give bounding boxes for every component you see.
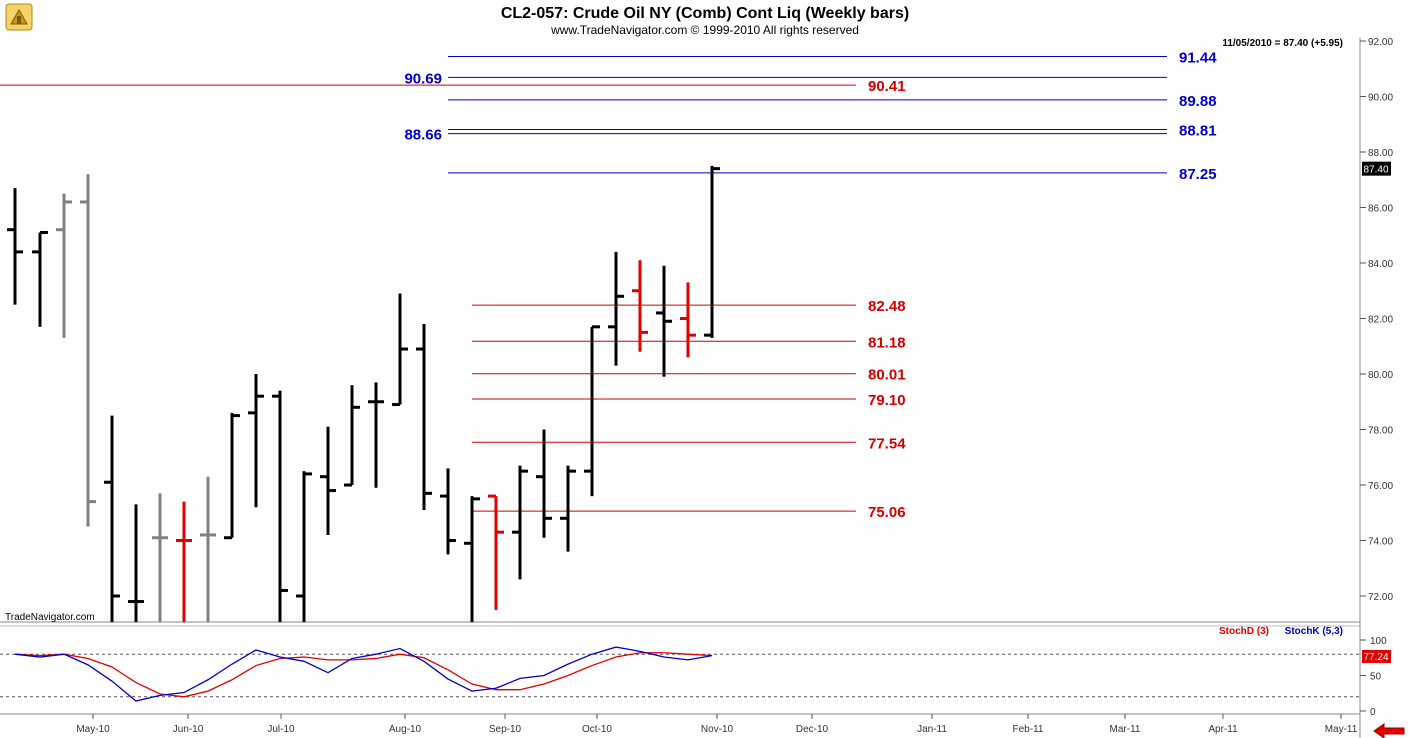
ohlc-bar xyxy=(200,476,216,622)
ohlc-bar xyxy=(608,251,624,366)
level-lines: 91.44 90.69 90.41 89.88 88.81 88.66 87.25 82.48… xyxy=(0,50,1217,521)
last-price-badge: 87.40 xyxy=(1362,161,1391,176)
trade-navigator-logo-icon[interactable] xyxy=(5,3,33,31)
ohlc-bar xyxy=(680,282,696,358)
chart-title: CL2-057: Crude Oil NY (Comb) Cont Liq (W… xyxy=(501,5,909,22)
ohlc-bar xyxy=(176,501,192,622)
stoch-tick-label: 50 xyxy=(1370,672,1382,683)
ohlc-bar xyxy=(224,412,240,540)
price-y-axis: 72.00 74.00 76.00 78.00 80.00 82.00 84.00 86.00… xyxy=(1360,37,1393,603)
x-tick-label: Oct-10 xyxy=(582,724,612,735)
level-label: 88.81 xyxy=(1179,123,1217,140)
ohlc-bar xyxy=(320,426,336,535)
ohlc-bar xyxy=(248,374,264,508)
y-tick-label: 92.00 xyxy=(1368,37,1393,48)
stoch-lines xyxy=(14,646,713,702)
level-label: 91.44 xyxy=(1179,50,1217,67)
ohlc-bar xyxy=(488,494,504,610)
x-tick-label: Mar-11 xyxy=(1110,724,1141,735)
chart-subtitle: www.TradeNavigator.com © 1999-2010 All r… xyxy=(550,23,859,37)
x-tick-label: Sep-10 xyxy=(489,724,522,735)
stoch-y-axis: 0 50 100 xyxy=(0,636,1387,718)
level-label: 88.66 xyxy=(404,127,442,144)
stoch-series-line xyxy=(14,646,713,702)
ohlc-bar xyxy=(416,324,432,510)
ohlc-bar xyxy=(632,260,648,352)
svg-text:77.24: 77.24 xyxy=(1363,652,1388,663)
last-price-info: 11/05/2010 = 87.40 (+5.95) xyxy=(1222,38,1343,49)
level-label: 79.10 xyxy=(868,392,906,409)
ohlc-bar xyxy=(344,385,360,487)
level-label: 77.54 xyxy=(868,435,906,452)
ohlc-bar xyxy=(560,465,576,552)
level-label: 90.41 xyxy=(868,78,906,95)
level-label: 75.06 xyxy=(868,504,906,521)
x-tick-label: Jul-10 xyxy=(267,724,295,735)
y-tick-label: 74.00 xyxy=(1368,537,1393,548)
ohlc-bar xyxy=(32,230,48,327)
stoch-series-line xyxy=(14,652,713,698)
y-tick-label: 80.00 xyxy=(1368,370,1393,381)
stoch-value-badge: 77.24 xyxy=(1362,650,1391,663)
stoch-tick-label: 0 xyxy=(1370,707,1376,718)
ohlc-bar xyxy=(464,496,480,622)
y-tick-label: 86.00 xyxy=(1368,204,1393,215)
ohlc-bar xyxy=(536,429,552,538)
level-label: 90.69 xyxy=(404,70,442,87)
y-tick-label: 90.00 xyxy=(1368,93,1393,104)
price-bars xyxy=(7,165,720,622)
ohlc-bar xyxy=(392,293,408,407)
watermark: TradeNavigator.com xyxy=(5,612,95,623)
ohlc-bar xyxy=(56,193,72,338)
x-tick-label: May-10 xyxy=(76,724,110,735)
price-panel xyxy=(0,38,1361,738)
level-label: 89.88 xyxy=(1179,93,1217,110)
x-tick-label: Dec-10 xyxy=(796,724,829,735)
y-tick-label: 76.00 xyxy=(1368,481,1393,492)
ohlc-bar xyxy=(512,465,528,580)
red-left-arrow-icon[interactable] xyxy=(1373,723,1405,738)
x-axis: May-10 Jun-10 Jul-10 Aug-10 Sep-10 Oct-10 Nov-… xyxy=(76,714,1358,735)
svg-text:87.40: 87.40 xyxy=(1363,165,1388,176)
ohlc-bar xyxy=(584,325,600,497)
y-tick-label: 82.00 xyxy=(1368,315,1393,326)
stoch-tick-label: 100 xyxy=(1370,636,1387,647)
y-tick-label: 88.00 xyxy=(1368,148,1393,159)
x-tick-label: Apr-11 xyxy=(1208,724,1238,735)
ohlc-bar xyxy=(440,468,456,555)
ohlc-bar xyxy=(704,165,720,338)
y-tick-label: 72.00 xyxy=(1368,592,1393,603)
ohlc-bar xyxy=(272,390,288,622)
ohlc-bar xyxy=(80,174,96,527)
x-tick-label: Nov-10 xyxy=(701,724,734,735)
level-label: 80.01 xyxy=(868,367,906,384)
ohlc-bar xyxy=(656,265,672,377)
ohlc-bar xyxy=(296,471,312,622)
level-label: 82.48 xyxy=(868,298,906,315)
x-tick-label: Feb-11 xyxy=(1013,724,1044,735)
x-tick-label: Jan-11 xyxy=(917,724,947,735)
level-label: 81.18 xyxy=(868,334,906,351)
legend-stochk: StochK (5,3) xyxy=(1285,626,1343,637)
y-tick-label: 78.00 xyxy=(1368,426,1393,437)
y-tick-label: 84.00 xyxy=(1368,259,1393,270)
ohlc-bar xyxy=(368,382,384,488)
x-tick-label: May-11 xyxy=(1325,724,1358,735)
x-tick-label: Aug-10 xyxy=(389,724,422,735)
ohlc-bar xyxy=(152,493,168,622)
ohlc-bar xyxy=(104,415,120,622)
ohlc-bar xyxy=(128,504,144,622)
x-tick-label: Jun-10 xyxy=(173,724,204,735)
legend-stochd: StochD (3) xyxy=(1219,626,1269,637)
level-label: 87.25 xyxy=(1179,166,1217,183)
ohlc-bar xyxy=(7,188,23,305)
